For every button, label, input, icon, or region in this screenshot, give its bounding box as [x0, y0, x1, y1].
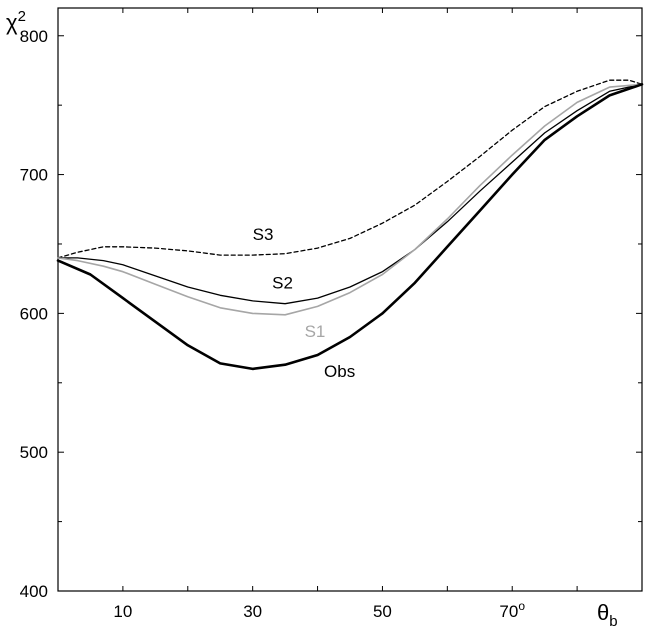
x-axis-title-base: θ — [597, 600, 609, 625]
series-label-s1: S1 — [305, 322, 326, 341]
x-tick-label: 70o — [499, 599, 525, 621]
x-tick-label-text: 70 — [499, 602, 518, 621]
x-tick-label: 30 — [243, 602, 262, 621]
y-tick-label: 600 — [20, 304, 48, 323]
x-tick-label-text: 30 — [243, 602, 262, 621]
series-label-obs: Obs — [324, 362, 355, 381]
y-tick-label: 800 — [20, 27, 48, 46]
x-tick-label: 10 — [113, 602, 132, 621]
x-tick-label-text: 50 — [373, 602, 392, 621]
series-line-obs — [56, 83, 644, 371]
series-labels: S3 S2 S1 Obs — [253, 225, 356, 381]
series-line-s2 — [57, 83, 643, 305]
axis-ticks — [58, 8, 642, 592]
x-axis-title: θb — [597, 600, 618, 626]
tick-labels: 400 500 600 700 800 10 30 50 70o — [20, 27, 526, 621]
x-tick-label: 50 — [373, 602, 392, 621]
x-axis-title-subscript: b — [609, 613, 617, 626]
x-tick-label-superscript: o — [518, 599, 525, 613]
y-axis-title-superscript: 2 — [18, 8, 26, 25]
series-lines — [56, 79, 644, 371]
y-axis-title: χ2 — [6, 8, 26, 35]
plot-frame — [57, 7, 643, 592]
series-line-s3 — [57, 79, 643, 259]
x-tick-label-text: 10 — [113, 602, 132, 621]
series-label-s2: S2 — [272, 273, 293, 292]
y-axis-title-base: χ — [6, 10, 18, 35]
series-label-s3: S3 — [253, 225, 274, 244]
series-line-s1 — [57, 83, 643, 316]
y-tick-label: 700 — [20, 166, 48, 185]
y-tick-label: 400 — [20, 582, 48, 601]
y-tick-label: 500 — [20, 443, 48, 462]
